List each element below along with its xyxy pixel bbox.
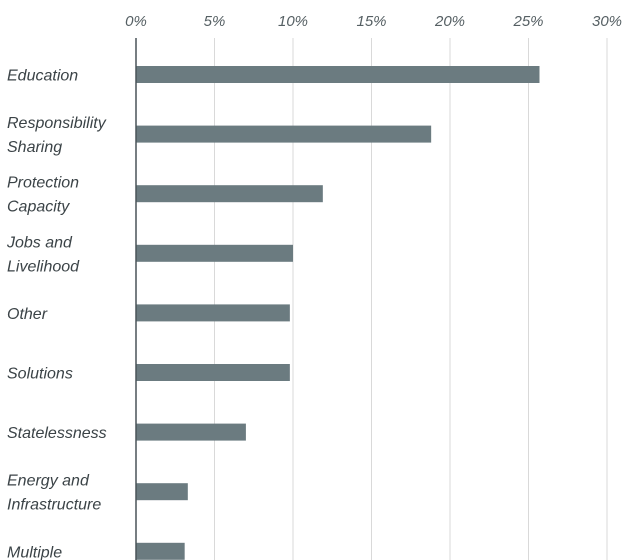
bar: [136, 304, 290, 322]
bar: [136, 185, 323, 203]
category-labels: Education Responsibility Sharing Protection…: [6, 68, 107, 560]
bar: [136, 125, 432, 143]
category-label-line: Livelihood: [7, 258, 80, 275]
category-label: Energy and Infrastructure: [7, 473, 101, 514]
category-label-line: Other: [7, 306, 48, 323]
x-tick-label: 30%: [592, 13, 622, 30]
category-label: Other: [7, 306, 48, 323]
category-label: Education: [7, 68, 78, 85]
bar: [136, 244, 293, 262]
category-label-line: Energy and: [7, 473, 90, 490]
category-label-line: Solutions: [7, 366, 73, 383]
category-label-line: Sharing: [7, 139, 62, 156]
category-label-line: Education: [7, 68, 78, 85]
x-tick-label: 0%: [125, 13, 147, 30]
category-label-line: Capacity: [7, 199, 70, 216]
category-label-line: Protection: [7, 175, 79, 192]
bar: [136, 423, 246, 441]
x-tick-label: 10%: [278, 13, 308, 30]
category-label-line: Statelessness: [7, 425, 107, 442]
category-label-line: Infrastructure: [7, 497, 101, 514]
bars: [136, 66, 540, 560]
bar: [136, 66, 540, 83]
category-label: Statelessness: [7, 425, 107, 442]
category-label: Jobs and Livelihood: [6, 234, 80, 275]
bar: [136, 483, 188, 501]
gridlines: [214, 38, 608, 560]
category-label: Protection Capacity: [7, 175, 79, 216]
x-axis-ticks: 0% 5% 10% 15% 20% 25% 30%: [125, 13, 622, 30]
category-label-line: Jobs and: [6, 234, 73, 251]
category-label-line: Responsibility: [7, 115, 107, 132]
category-label: Solutions: [7, 366, 73, 383]
category-label-line: Multiple: [7, 544, 62, 560]
category-label: Responsibility Sharing: [7, 115, 107, 156]
category-label: Multiple: [7, 544, 62, 560]
bar: [136, 542, 185, 560]
x-tick-label: 5%: [204, 13, 226, 30]
bar: [136, 364, 290, 381]
x-tick-label: 15%: [356, 13, 386, 30]
x-tick-label: 20%: [434, 13, 465, 30]
x-tick-label: 25%: [512, 13, 543, 30]
